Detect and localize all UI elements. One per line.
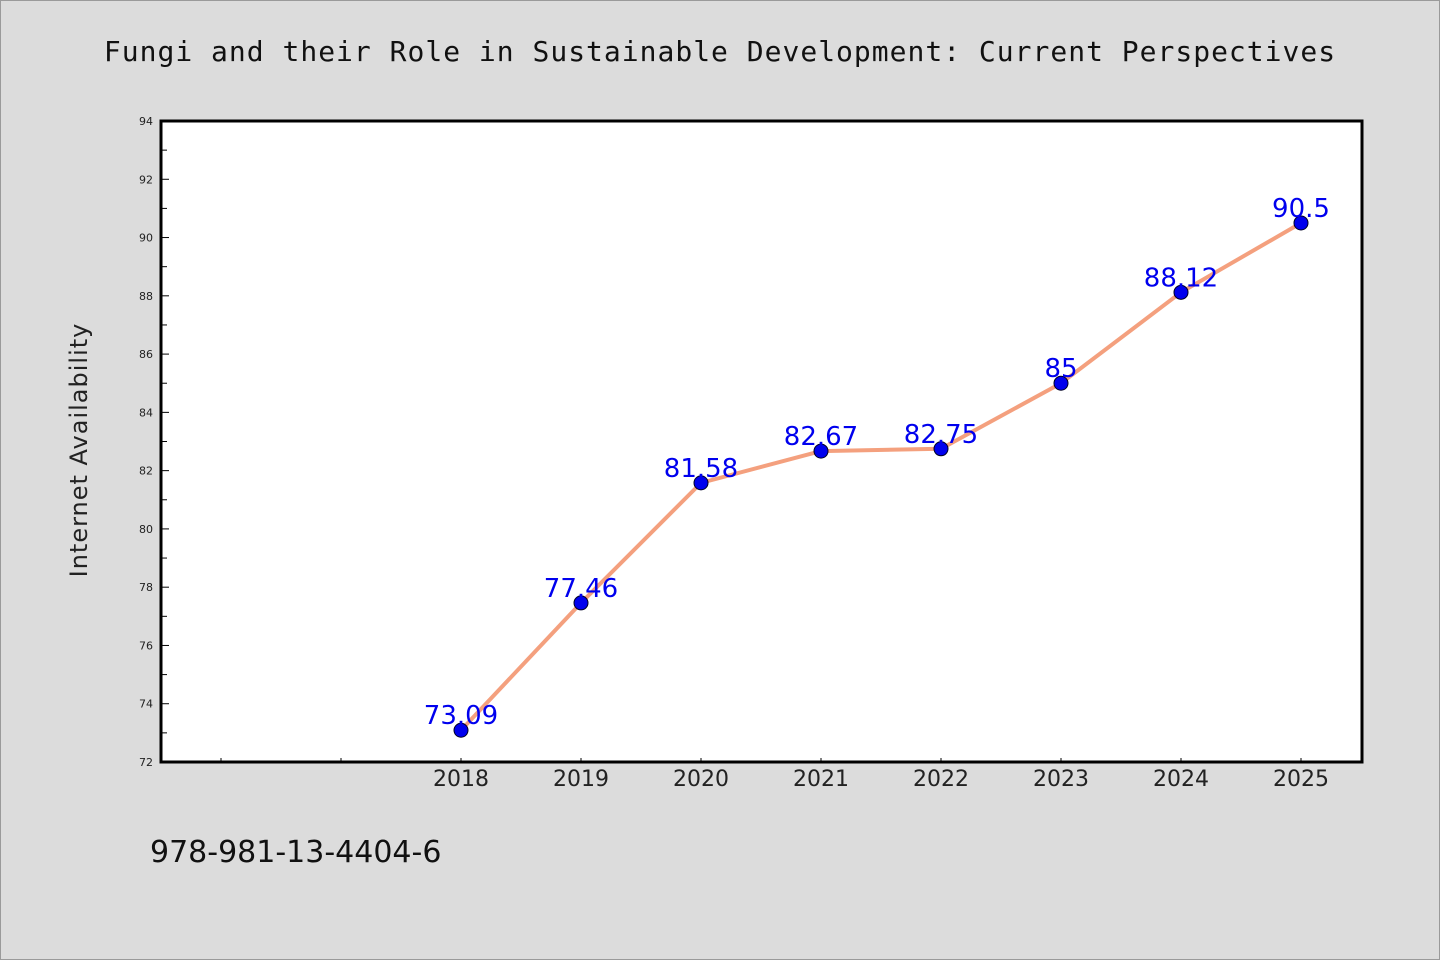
y-axis-label: Internet Availability [65,323,93,578]
data-point [1053,375,1069,391]
x-tick-label: 2025 [1273,767,1329,792]
data-point [693,475,709,491]
data-label: 82.75 [904,420,978,450]
y-axis: 72 74 76 78 80 82 84 86 88 90 92 94 [139,115,169,769]
x-tick-label: 2022 [913,767,969,792]
x-tick-label: 2019 [553,767,609,792]
y-tick-label: 94 [139,115,153,128]
y-tick-label: 76 [139,639,153,652]
x-tick-label: 2018 [433,767,489,792]
y-tick-label: 92 [139,173,153,186]
data-label: 82.67 [784,422,858,452]
y-tick-label: 86 [139,348,153,361]
y-tick-label: 90 [139,232,153,245]
data-point [813,443,829,459]
isbn-text: 978-981-13-4404-6 [150,835,442,870]
y-tick-label: 78 [139,581,153,594]
data-label: 73.09 [424,701,498,731]
x-tick-label: 2024 [1153,767,1209,792]
data-label: 90.5 [1272,194,1330,224]
y-tick-label: 80 [139,523,153,536]
data-point [453,722,469,738]
data-point [573,595,589,611]
chart-title: Fungi and their Role in Sustainable Deve… [103,35,1337,68]
y-tick-label: 74 [139,698,153,711]
x-tick-label: 2021 [793,767,849,792]
x-tick-label: 2023 [1033,767,1089,792]
data-point [933,441,949,457]
plot-area [159,119,1364,764]
x-tick-label: 2020 [673,767,729,792]
y-tick-label: 72 [139,756,153,769]
y-tick-label: 84 [139,406,153,419]
data-label: 88.12 [1144,263,1218,293]
data-label: 85 [1044,354,1077,384]
data-label: 81.58 [664,454,738,484]
data-label: 77.46 [544,574,618,604]
y-tick-label: 88 [139,290,153,303]
data-point [1173,284,1189,300]
x-axis: 2018 2019 2020 2021 2022 2023 2024 2025 [220,758,1329,792]
y-tick-label: 82 [139,465,153,478]
series-group: 73.09 77.46 81.58 82.67 82.75 85 88.12 90.5 [424,194,1330,738]
data-point [1293,215,1309,231]
series-line [459,220,1303,733]
